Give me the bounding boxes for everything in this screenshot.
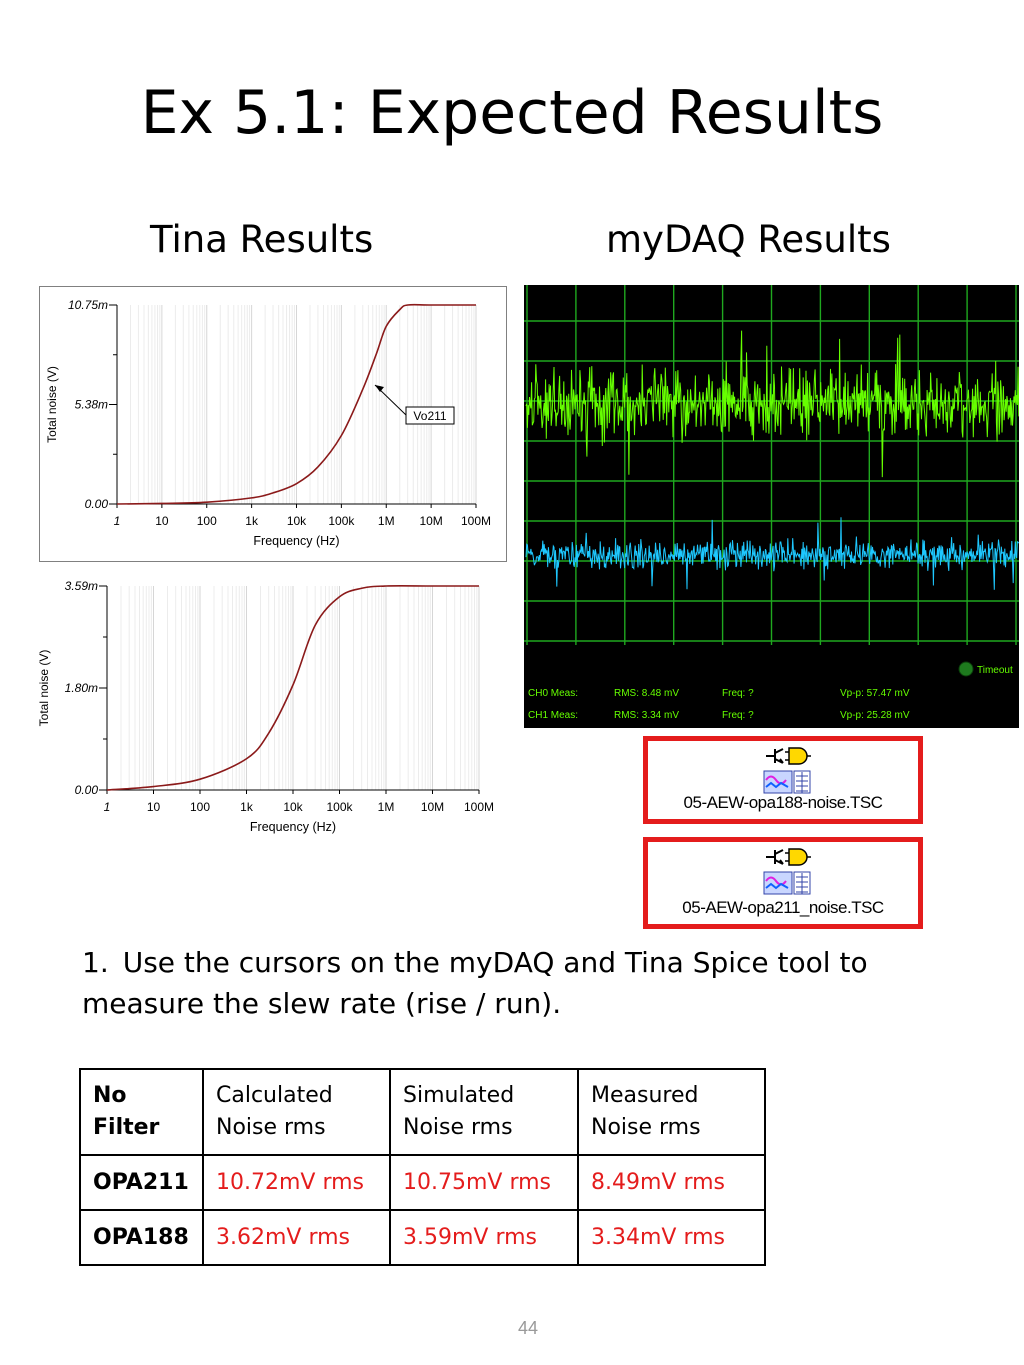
ch0-noise-trace <box>525 330 1020 478</box>
scope-freq-value: Freq: ? <box>722 688 754 699</box>
x-tick-label: 10M <box>419 514 442 528</box>
instruction-body: Use the cursors on the myDAQ and Tina Sp… <box>82 946 868 1020</box>
scope-vpp-value: Vp-p: 57.47 mV <box>840 688 910 699</box>
y-tick-label: 10.75m <box>68 298 108 312</box>
scope-svg: Timeout CH0 Meas: RMS: 8.48 mV Freq: ? Vp-p:… <box>524 285 1020 721</box>
x-tick-label: 1k <box>245 514 259 528</box>
x-axis-title: Frequency (Hz) <box>253 534 339 548</box>
x-axis-title: Frequency (Hz) <box>250 820 336 834</box>
tina-plot-opa211-svg: 1 10 100 1k 10k 100k 1M 10M 100M 0.00 5.38m 10.75m F… <box>39 286 507 562</box>
x-tick-label: 1 <box>114 514 121 528</box>
table-header-cell: Measured Noise rms <box>577 1068 766 1156</box>
y-tick-label: 3.59m <box>65 579 98 593</box>
ch1-noise-trace <box>525 517 1020 590</box>
annotation-box <box>405 406 455 425</box>
y-tick-label: 5.38m <box>75 398 108 412</box>
scope-meas-label: CH1 Meas: <box>528 710 578 721</box>
table-row: OPA188 3.62mV rms 3.59mV rms 3.34mV rms <box>79 1209 766 1266</box>
noise-results-table: No Filter Calculated Noise rms Simulated No… <box>79 1068 766 1266</box>
y-tick-label: 1.80m <box>65 681 98 695</box>
timeout-label: Timeout <box>977 665 1013 676</box>
x-tick-label: 10k <box>283 800 303 814</box>
mydaq-scope-display: Timeout CH0 Meas: RMS: 8.48 mV Freq: ? Vp-p:… <box>524 285 1020 728</box>
noise-curve <box>106 585 479 791</box>
scope-freq-value: Freq: ? <box>722 710 754 721</box>
annotation-label: Vo211 <box>413 409 446 423</box>
table-header-cell: No Filter <box>79 1068 204 1156</box>
scope-meas-label: CH0 Meas: <box>528 688 578 699</box>
mydaq-results-heading: myDAQ Results <box>606 218 891 261</box>
table-header-row: No Filter Calculated Noise rms Simulated No… <box>79 1068 766 1156</box>
measured-value: 8.49mV rms <box>577 1154 766 1211</box>
timeout-led-icon <box>958 661 974 677</box>
x-tick-label: 100M <box>461 514 491 528</box>
file-opa211-noise[interactable]: 05-AEW-opa211_noise.TSC <box>643 837 923 929</box>
x-tick-label: 10 <box>147 800 161 814</box>
x-tick-label: 100 <box>190 800 210 814</box>
tina-schematic-icon <box>763 746 811 794</box>
simulated-value: 10.75mV rms <box>389 1154 579 1211</box>
slide-title: Ex 5.1: Expected Results <box>140 78 884 148</box>
x-tick-label: 10 <box>155 514 169 528</box>
table-row-name: OPA188 <box>79 1209 204 1266</box>
x-tick-label: 1 <box>104 800 111 814</box>
x-tick-label: 100k <box>326 800 353 814</box>
calculated-value: 10.72mV rms <box>202 1154 391 1211</box>
x-tick-label: 1M <box>378 800 395 814</box>
noise-curve <box>116 303 476 505</box>
calculated-value: 3.62mV rms <box>202 1209 391 1266</box>
file-name-label: 05-AEW-opa211_noise.TSC <box>682 898 884 917</box>
file-opa188-noise[interactable]: 05-AEW-opa188-noise.TSC <box>643 736 923 824</box>
scope-rms-value: RMS: 8.48 mV <box>614 688 679 699</box>
x-tick-label: 100 <box>197 514 217 528</box>
x-tick-label: 10k <box>287 514 307 528</box>
tina-plot-opa188-svg: 1 10 100 1k 10k 100k 1M 10M 100M 0.00 1.80m 3.59m Fr… <box>37 579 494 834</box>
tina-plot-opa211: 1 10 100 1k 10k 100k 1M 10M 100M 0.00 5.38m 10.75m F… <box>39 286 507 567</box>
table-header-cell: Calculated Noise rms <box>202 1068 391 1156</box>
table-row-name: OPA211 <box>79 1154 204 1211</box>
table-row: OPA211 10.72mV rms 10.75mV rms 8.49mV rm… <box>79 1154 766 1211</box>
tina-results-heading: Tina Results <box>150 218 374 261</box>
y-axis-title: Total noise (V) <box>45 366 59 443</box>
x-tick-label: 1k <box>240 800 254 814</box>
x-tick-label: 100k <box>328 514 355 528</box>
table-header-cell: Simulated Noise rms <box>389 1068 579 1156</box>
measured-value: 3.34mV rms <box>577 1209 766 1266</box>
scope-rms-value: RMS: 3.34 mV <box>614 710 679 721</box>
simulated-value: 3.59mV rms <box>389 1209 579 1266</box>
file-name-label: 05-AEW-opa188-noise.TSC <box>683 793 883 812</box>
x-tick-label: 100M <box>464 800 494 814</box>
instruction-text: 1. Use the cursors on the myDAQ and Tina … <box>82 942 902 1024</box>
x-tick-label: 10M <box>421 800 444 814</box>
annotation-arrowhead <box>375 385 384 392</box>
tina-schematic-icon <box>763 847 811 895</box>
y-tick-label: 0.00 <box>85 497 109 511</box>
x-tick-label: 1M <box>378 514 395 528</box>
y-tick-label: 0.00 <box>75 783 99 797</box>
instruction-number: 1. <box>82 946 109 979</box>
y-axis-title: Total noise (V) <box>37 650 51 727</box>
page-number: 44 <box>517 1318 539 1338</box>
tina-plot-opa188: 1 10 100 1k 10k 100k 1M 10M 100M 0.00 1.80m 3.59m Fr… <box>30 572 520 847</box>
scope-vpp-value: Vp-p: 25.28 mV <box>840 710 910 721</box>
